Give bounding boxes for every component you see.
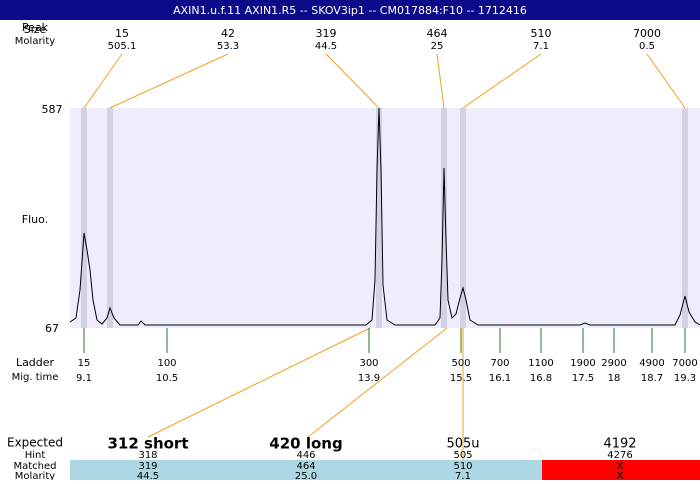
row-label: Molarity bbox=[15, 471, 55, 480]
cell: 446 bbox=[296, 450, 315, 461]
peak-size: 7000 bbox=[633, 27, 661, 40]
expected-item: 312 short bbox=[107, 435, 188, 453]
peak-band bbox=[81, 108, 87, 328]
link bbox=[307, 327, 448, 438]
peak-size: 510 bbox=[531, 27, 552, 40]
ladder-size: 300 bbox=[359, 358, 378, 369]
ladder-label: Ladder bbox=[16, 356, 55, 369]
ladder-time: 18.7 bbox=[641, 373, 663, 384]
ladder-size: 15 bbox=[78, 358, 91, 369]
peak-molarity: 53.3 bbox=[217, 41, 239, 52]
plot-area bbox=[70, 108, 700, 328]
peak-size: 15 bbox=[115, 27, 129, 40]
ladder-size: 500 bbox=[451, 358, 470, 369]
row-label: Matched bbox=[13, 461, 56, 472]
peak-link bbox=[462, 53, 542, 109]
y-max: 587 bbox=[42, 103, 63, 116]
ladder-size: 2900 bbox=[601, 358, 626, 369]
peak-molarity: 44.5 bbox=[315, 41, 337, 52]
expected-label: Expected bbox=[7, 436, 63, 450]
y-min: 67 bbox=[45, 322, 59, 335]
ladder-time: 17.5 bbox=[572, 373, 594, 384]
peak-molarity: 505.1 bbox=[108, 41, 137, 52]
cell: 4276 bbox=[607, 450, 632, 461]
expected-item: 420 long bbox=[269, 435, 342, 453]
expected-links bbox=[147, 327, 464, 460]
ladder-size: 4900 bbox=[639, 358, 664, 369]
cell: 25.0 bbox=[295, 471, 317, 480]
expected-item: 4192 bbox=[603, 437, 636, 452]
ladder-time: 16.1 bbox=[489, 373, 511, 384]
cell: 505 bbox=[453, 450, 472, 461]
cell: X bbox=[617, 471, 624, 480]
cell: 464 bbox=[296, 461, 315, 472]
header-bar bbox=[0, 0, 700, 20]
ladder-time: 18 bbox=[608, 373, 621, 384]
trace bbox=[69, 107, 700, 326]
peak-band bbox=[682, 108, 688, 328]
peak-size: 464 bbox=[427, 27, 448, 40]
unmatched-bg bbox=[542, 460, 700, 480]
top-label: Size bbox=[24, 23, 47, 36]
cell: 318 bbox=[138, 450, 157, 461]
top-label: Peak bbox=[22, 21, 49, 34]
peak-size: 319 bbox=[316, 27, 337, 40]
peak-band bbox=[376, 108, 382, 328]
ladder-time: 10.5 bbox=[156, 373, 178, 384]
ladder-size: 100 bbox=[157, 358, 176, 369]
ladder-size: 1100 bbox=[528, 358, 553, 369]
peak-link bbox=[325, 53, 380, 109]
ladder-time-label: Mig. time bbox=[12, 372, 59, 383]
ladder-size: 1900 bbox=[570, 358, 595, 369]
ladder-time: 13.9 bbox=[358, 373, 380, 384]
y-label: Fluo. bbox=[22, 213, 48, 226]
top-label: Molarity bbox=[15, 36, 55, 47]
matched-bg bbox=[70, 460, 542, 480]
peak-band bbox=[107, 108, 113, 328]
ladder-time: 16.8 bbox=[530, 373, 552, 384]
ladder-time: 15.5 bbox=[450, 373, 472, 384]
expected-item: 505u bbox=[446, 437, 479, 452]
cell: 319 bbox=[138, 461, 157, 472]
peak-bands bbox=[81, 108, 688, 328]
peak-link bbox=[646, 53, 686, 109]
peak-link bbox=[109, 53, 229, 109]
ladder-time: 9.1 bbox=[76, 373, 92, 384]
peak-band bbox=[460, 108, 466, 328]
row-label: Hint bbox=[25, 450, 46, 461]
dynamic: 15505.14253.331944.5464255107.170000.515… bbox=[13, 27, 697, 482]
cell: 7.1 bbox=[455, 471, 471, 480]
ladder-time: 19.3 bbox=[674, 373, 696, 384]
peak-molarity: 7.1 bbox=[533, 41, 549, 52]
peak-link bbox=[436, 53, 445, 109]
link bbox=[147, 327, 371, 438]
ladder-size: 700 bbox=[490, 358, 509, 369]
cell: 510 bbox=[453, 461, 472, 472]
ladder-size: 7000 bbox=[672, 358, 697, 369]
cell: X bbox=[617, 461, 624, 472]
header-title: AXIN1.u.f.11 AXIN1.R5 -- SKOV3ip1 -- CM0… bbox=[173, 4, 527, 17]
cell: 44.5 bbox=[137, 471, 159, 480]
peak-link bbox=[83, 53, 123, 109]
peak-band bbox=[441, 108, 447, 328]
peak-molarity: 25 bbox=[431, 41, 444, 52]
peak-molarity: 0.5 bbox=[639, 41, 655, 52]
peak-size: 42 bbox=[221, 27, 235, 40]
